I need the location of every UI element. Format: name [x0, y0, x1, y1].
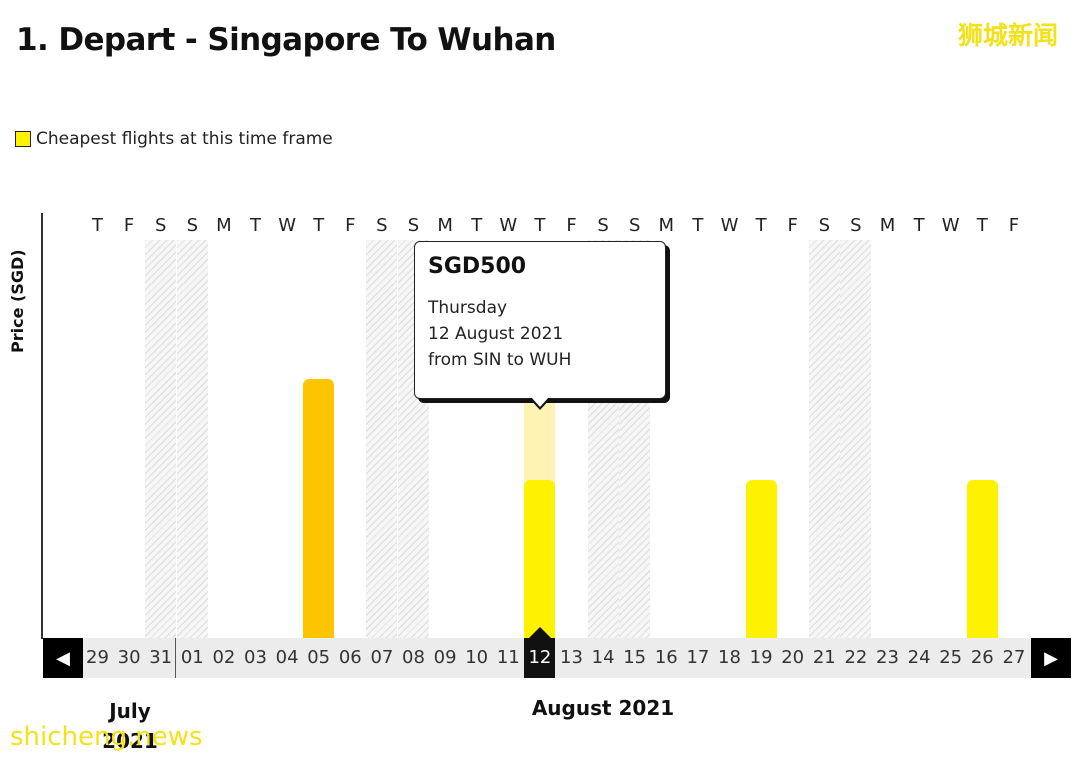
date-cell[interactable]: 10 — [465, 647, 489, 668]
weekday-header: F — [345, 215, 356, 236]
weekday-header: W — [278, 215, 296, 236]
price-bar-26[interactable] — [966, 480, 998, 638]
weekday-header: F — [566, 215, 577, 236]
weekday-header: M — [437, 215, 453, 236]
date-cell[interactable]: 25 — [939, 647, 963, 668]
date-cell[interactable]: 11 — [496, 647, 520, 668]
weekday-header: T — [755, 215, 767, 236]
date-cell[interactable]: 24 — [907, 647, 931, 668]
next-dates-button[interactable]: ▶ — [1031, 638, 1071, 678]
selected-date-notch — [528, 627, 551, 638]
weekday-header: M — [658, 215, 675, 236]
weekday-header: M — [879, 215, 896, 236]
month-separator — [175, 638, 176, 678]
price-tooltip: SGD500 Thursday 12 August 2021 from SIN … — [414, 241, 666, 399]
legend-swatch — [15, 131, 31, 147]
weekday-header: T — [313, 215, 325, 236]
weekday-header: T — [471, 215, 483, 236]
weekday-header: S — [186, 215, 199, 236]
weekday-header: T — [976, 215, 988, 236]
date-cell[interactable]: 21 — [812, 647, 836, 668]
weekday-header: T — [692, 215, 704, 236]
weekday-header: S — [407, 215, 420, 236]
date-cell-selected[interactable]: 12 — [524, 638, 556, 678]
weekday-header: S — [597, 215, 609, 236]
weekday-header: S — [154, 215, 167, 236]
date-cell[interactable]: 14 — [591, 647, 615, 668]
y-axis-label: Price (SGD) — [8, 249, 27, 353]
weekday-header: T — [913, 215, 925, 236]
date-cell[interactable]: 17 — [686, 647, 710, 668]
date-cell[interactable]: 06 — [338, 647, 362, 668]
weekday-header: F — [123, 215, 135, 236]
weekday-header: S — [628, 215, 641, 236]
date-cell[interactable]: 01 — [180, 647, 204, 668]
weekday-header: T — [250, 215, 261, 236]
date-cell[interactable]: 07 — [370, 647, 394, 668]
legend-label: Cheapest flights at this time frame — [36, 129, 333, 149]
weekday-header: F — [787, 215, 798, 236]
weekday-header: W — [941, 215, 960, 236]
date-cell[interactable]: 22 — [844, 647, 868, 668]
weekend-column — [176, 240, 208, 638]
weekday-header: W — [720, 215, 739, 236]
month-label-july: July 2021 — [102, 699, 158, 753]
watermark-en: shicheng.news — [10, 722, 203, 752]
date-cell[interactable]: 23 — [876, 647, 899, 668]
arrow-right-icon: ▶ — [1044, 647, 1058, 669]
date-cell[interactable]: 09 — [433, 647, 457, 668]
weekday-header: S — [850, 215, 862, 236]
date-cell[interactable]: 16 — [654, 647, 678, 668]
date-cell[interactable]: 04 — [275, 647, 299, 668]
legend: Cheapest flights at this time frame — [15, 129, 333, 149]
date-cell[interactable]: 20 — [781, 647, 805, 668]
date-cell[interactable]: 18 — [718, 647, 741, 668]
arrow-left-icon: ◀ — [56, 647, 70, 669]
date-cell[interactable]: 03 — [244, 647, 267, 668]
weekend-column — [366, 240, 398, 638]
price-bar-05[interactable] — [303, 379, 335, 638]
date-cell[interactable]: 02 — [212, 647, 236, 668]
price-bar-12[interactable] — [524, 480, 556, 638]
date-cell[interactable]: 27 — [1002, 647, 1026, 668]
tooltip-day: Thursday — [428, 298, 508, 318]
tooltip-price: SGD500 — [428, 254, 527, 279]
date-cell[interactable]: 08 — [402, 647, 425, 668]
date-cell[interactable]: 31 — [149, 647, 173, 668]
date-cell[interactable]: 05 — [307, 647, 331, 668]
price-bar-19[interactable] — [745, 480, 777, 638]
weekday-header: M — [216, 215, 232, 236]
weekend-column — [808, 240, 840, 638]
date-cell[interactable]: 30 — [117, 647, 141, 668]
weekday-header: S — [376, 215, 388, 236]
date-cell[interactable]: 29 — [86, 647, 109, 668]
weekday-header: T — [534, 215, 546, 236]
watermark-cn: 狮城新闻 — [958, 21, 1059, 50]
month-label-august: August 2021 — [531, 696, 675, 720]
tooltip-route: from SIN to WUH — [428, 350, 572, 370]
date-cell[interactable]: 15 — [623, 647, 647, 668]
weekday-header: T — [92, 215, 103, 236]
date-strip — [43, 638, 1071, 678]
date-cell[interactable]: 19 — [749, 647, 773, 668]
weekday-header: F — [1008, 215, 1020, 236]
tooltip-arrow-fill — [531, 397, 549, 407]
prev-dates-button[interactable]: ◀ — [43, 638, 83, 678]
tooltip-date: 12 August 2021 — [428, 324, 564, 344]
date-cell[interactable]: 26 — [970, 647, 994, 668]
weekday-header: S — [818, 215, 831, 236]
y-axis-line — [41, 213, 43, 639]
weekend-column — [145, 240, 177, 638]
date-cell[interactable]: 13 — [560, 647, 583, 668]
page-title: 1. Depart - Singapore To Wuhan — [16, 22, 556, 58]
weekend-column — [840, 240, 872, 638]
weekday-header: W — [499, 215, 518, 236]
